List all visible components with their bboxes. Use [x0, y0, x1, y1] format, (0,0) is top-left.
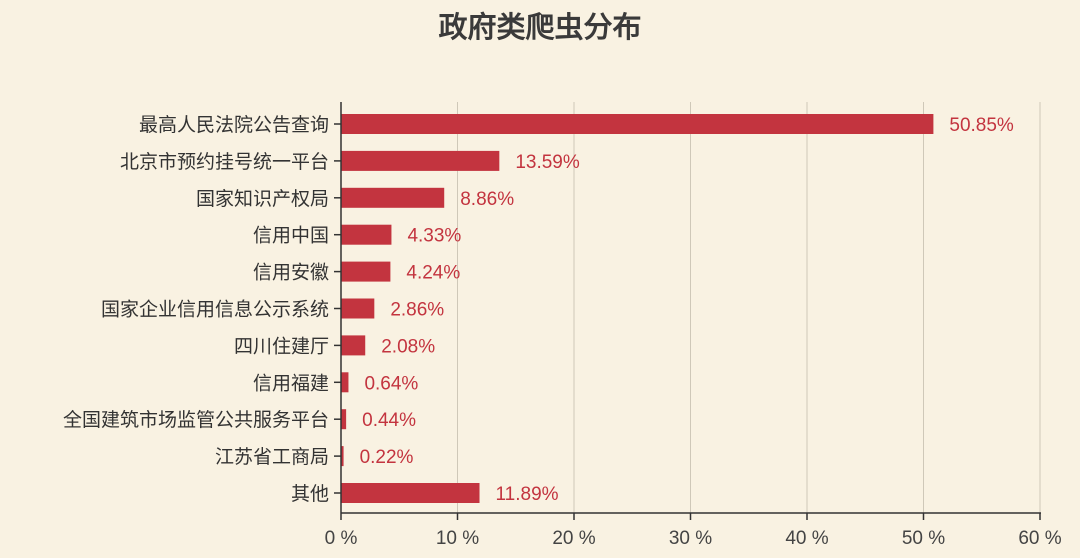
bar — [341, 446, 344, 467]
x-tick-label: 30 % — [669, 528, 712, 549]
data-label: 4.33% — [407, 226, 461, 247]
bar — [341, 409, 347, 430]
data-label: 13.59% — [515, 152, 580, 173]
y-tick-label: 信用安徽 — [253, 262, 329, 284]
bar — [341, 372, 349, 393]
data-label: 4.24% — [406, 263, 460, 284]
data-label: 0.22% — [360, 447, 414, 468]
y-tick-label: 信用福建 — [253, 372, 329, 394]
x-tick-label: 60 % — [1018, 528, 1061, 549]
bar — [341, 224, 392, 245]
x-tick-label: 10 % — [436, 528, 479, 549]
x-tick-label: 40 % — [785, 528, 828, 549]
y-tick-label: 北京市预约挂号统一平台 — [120, 151, 329, 173]
bar — [341, 261, 391, 282]
x-tick-label: 0 % — [325, 528, 358, 549]
bar — [341, 114, 934, 134]
data-label: 2.86% — [390, 300, 444, 321]
x-tick-label: 50 % — [902, 528, 945, 549]
data-label: 0.44% — [362, 410, 416, 431]
bar — [341, 483, 480, 503]
bar — [341, 187, 445, 208]
y-tick-label: 四川住建厅 — [234, 335, 329, 357]
data-label: 11.89% — [496, 484, 559, 505]
y-tick-label: 其他 — [291, 483, 329, 505]
bar — [341, 298, 375, 319]
y-tick-label: 最高人民法院公告查询 — [139, 114, 329, 136]
bar — [341, 150, 500, 171]
data-label: 8.86% — [460, 189, 514, 210]
chart-title: 政府类爬虫分布 — [438, 10, 642, 44]
y-tick-label: 信用中国 — [253, 225, 329, 247]
x-tick-label: 20 % — [552, 528, 595, 549]
y-tick-label: 全国建筑市场监管公共服务平台 — [63, 409, 329, 431]
y-tick-label: 国家企业信用信息公示系统 — [101, 299, 329, 321]
data-label: 2.08% — [381, 336, 435, 357]
data-label: 0.64% — [364, 373, 418, 394]
y-tick-label: 国家知识产权局 — [196, 188, 329, 210]
data-label: 50.85% — [949, 115, 1014, 136]
bar — [341, 335, 366, 356]
y-tick-label: 江苏省工商局 — [215, 446, 329, 468]
